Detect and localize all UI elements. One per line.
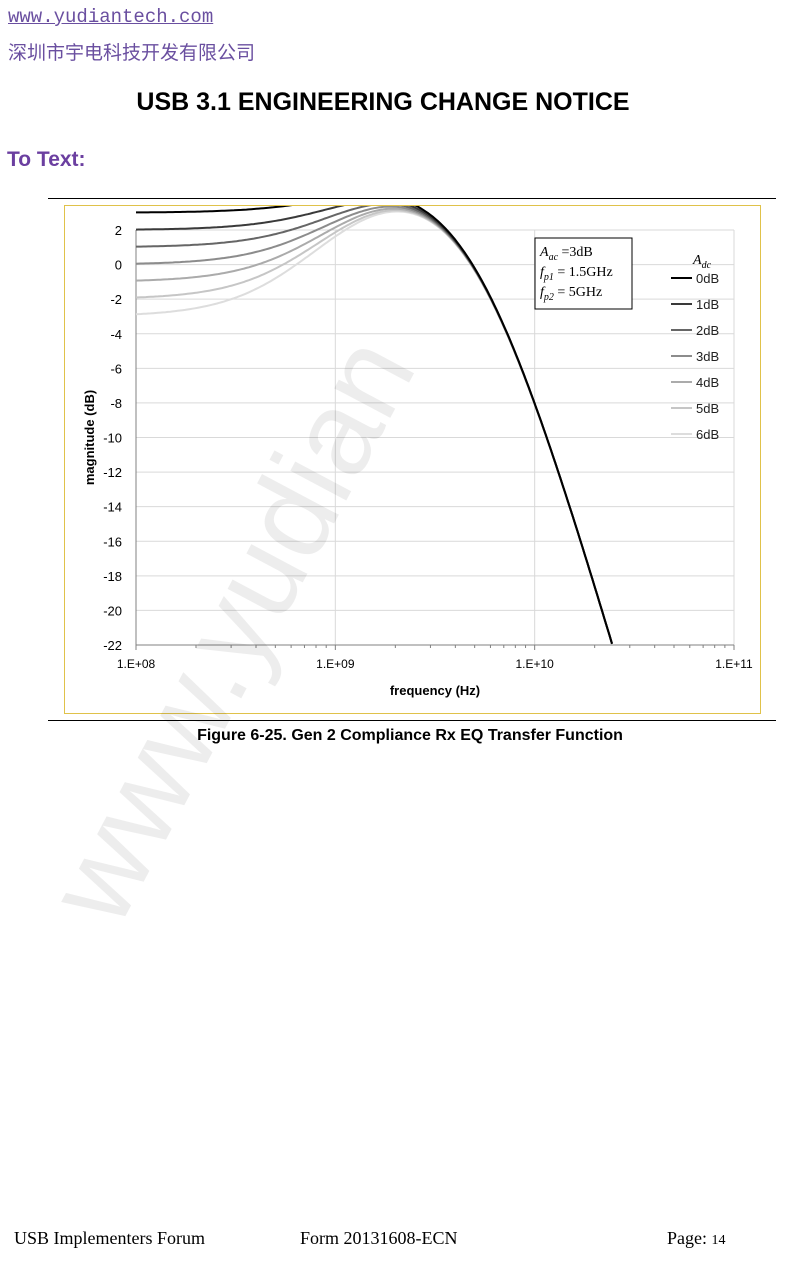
x-tick-label: 1.E+11 <box>715 657 753 671</box>
footer-page: Page: 14 <box>667 1228 726 1249</box>
top-rule <box>48 198 776 199</box>
section-heading: To Text: <box>7 148 86 171</box>
y-tick-label: -18 <box>103 569 122 584</box>
y-tick-label: -14 <box>103 500 122 515</box>
y-tick-label: 2 <box>115 223 122 238</box>
footer-page-number: 14 <box>711 1233 726 1248</box>
legend-label-2dB: 2dB <box>696 323 719 338</box>
legend-label-6dB: 6dB <box>696 427 719 442</box>
footer-page-label: Page: <box>667 1228 707 1248</box>
y-tick-label: -4 <box>110 327 122 342</box>
x-tick-label: 1.E+08 <box>117 657 156 671</box>
param-text: fp2 = 5GHz <box>540 285 602 303</box>
legend-title: Adc <box>692 253 712 271</box>
legend-label-3dB: 3dB <box>696 349 719 364</box>
y-tick-label: -12 <box>103 465 122 480</box>
y-tick-label: -16 <box>103 534 122 549</box>
footer-org: USB Implementers Forum <box>14 1228 205 1248</box>
bottom-rule <box>48 720 776 721</box>
x-tick-label: 1.E+10 <box>515 657 554 671</box>
legend-label-5dB: 5dB <box>696 401 719 416</box>
eq-transfer-chart: 2 0 -2 -4 -6 -8 -10 -12 -14 -16 -18 -20 -22 1.E+08 1.E… <box>82 194 753 698</box>
param-text: Aac =3dB <box>539 245 593 263</box>
y-tick-label: -22 <box>103 638 122 653</box>
figure-caption: Figure 6-25. Gen 2 Compliance Rx EQ Tran… <box>197 727 623 744</box>
site-url[interactable]: www.yudiantech.com <box>8 6 214 28</box>
y-tick-label: -10 <box>103 431 122 446</box>
param-text: fp1 = 1.5GHz <box>540 265 613 283</box>
params-box <box>534 237 633 310</box>
y-tick-label: -8 <box>110 396 122 411</box>
legend-label-1dB: 1dB <box>696 297 719 312</box>
legend-label-4dB: 4dB <box>696 375 719 390</box>
company-name: 深圳市宇电科技开发有限公司 <box>8 42 256 64</box>
y-tick-label: -6 <box>110 361 122 376</box>
y-tick-label: -2 <box>110 292 122 307</box>
x-axis-title: frequency (Hz) <box>390 683 480 698</box>
footer-form: Form 20131608-ECN <box>300 1228 458 1248</box>
x-tick-label: 1.E+09 <box>316 657 355 671</box>
document-title: USB 3.1 ENGINEERING CHANGE NOTICE <box>136 88 630 116</box>
legend-label-0dB: 0dB <box>696 271 719 286</box>
chart-frame: 2 0 -2 -4 -6 -8 -10 -12 -14 -16 -18 -20 -22 1.E+08 1.E… <box>64 194 761 714</box>
y-axis-title: magnitude (dB) <box>82 390 97 485</box>
y-tick-label: -20 <box>103 603 122 618</box>
y-tick-label: 0 <box>115 258 122 273</box>
